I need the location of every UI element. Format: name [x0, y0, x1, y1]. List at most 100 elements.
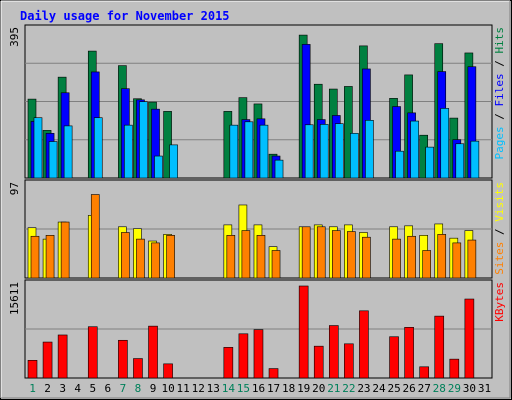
bar-pages-day-26	[410, 120, 419, 179]
x-tick-label-31: 31	[478, 382, 491, 395]
legend: KBytes	[493, 282, 506, 322]
panel-3: 15611 KBytes	[8, 279, 506, 379]
legend-item-files: Files	[493, 73, 506, 106]
bar-sites-day-27	[422, 250, 431, 279]
chart-title: Daily usage for November 2015	[20, 9, 230, 23]
bar-sites-day-28	[437, 234, 447, 279]
bar-kbytes-day-19	[298, 285, 309, 379]
y-max-label: 97	[8, 182, 21, 195]
bar-pages-day-8	[139, 101, 148, 179]
x-tick-label-16: 16	[252, 382, 265, 395]
x-tick-label-26: 26	[403, 382, 416, 395]
x-tick-label-24: 24	[372, 382, 386, 395]
bar-kbytes-day-16	[253, 329, 264, 379]
bar-sites-day-7	[121, 232, 130, 279]
bar-sites-day-2	[45, 235, 55, 279]
x-tick-label-4: 4	[74, 382, 81, 395]
x-tick-label-27: 27	[418, 382, 431, 395]
x-tick-label-18: 18	[282, 382, 295, 395]
bar-sites-day-10	[166, 235, 175, 279]
bar-sites-day-20	[316, 226, 326, 279]
bar-pages-day-22	[350, 133, 359, 179]
bar-kbytes-day-7	[118, 339, 128, 379]
chart-panels: 395 Pages / Files / Hits 97 Sites / Visits 1…	[8, 24, 506, 379]
bar-pages-day-20	[319, 124, 329, 179]
bar-pages-day-3	[63, 125, 73, 179]
bar-kbytes-day-15	[238, 333, 249, 379]
bar-pages-day-16	[259, 124, 269, 179]
bar-kbytes-day-25	[389, 336, 399, 379]
x-tick-label-11: 11	[177, 382, 190, 395]
bar-kbytes-day-3	[57, 334, 68, 379]
x-tick-label-14: 14	[222, 382, 236, 395]
bar-sites-day-9	[151, 242, 160, 279]
bar-kbytes-day-8	[133, 358, 143, 379]
legend: Sites / Visits	[493, 182, 506, 275]
bar-pages-day-10	[169, 144, 178, 179]
x-tick-label-19: 19	[297, 382, 310, 395]
bar-kbytes-day-23	[359, 310, 369, 379]
bar-kbytes-day-20	[313, 345, 324, 379]
bar-sites-day-26	[407, 235, 416, 279]
legend-item-visits: Visits	[493, 182, 506, 222]
bar-kbytes-day-30	[464, 298, 475, 379]
bar-sites-day-30	[467, 239, 477, 279]
x-tick-label-20: 20	[312, 382, 325, 395]
bar-sites-day-16	[256, 235, 266, 279]
bar-pages-day-17	[274, 159, 284, 179]
bar-kbytes-day-27	[419, 366, 429, 379]
legend-item-hits: Hits	[493, 27, 506, 54]
bar-kbytes-day-10	[163, 363, 173, 379]
bar-hits-day-22	[344, 86, 353, 179]
bar-kbytes-day-1	[27, 360, 38, 379]
x-tick-label-2: 2	[44, 382, 51, 395]
bar-kbytes-day-21	[328, 325, 339, 379]
bar-pages-day-9	[154, 155, 163, 179]
bar-sites-day-17	[271, 250, 281, 279]
legend-item-pages: Pages	[493, 126, 506, 159]
panel-2: 97 Sites / Visits	[8, 179, 506, 279]
x-tick-label-28: 28	[433, 382, 446, 395]
bar-kbytes-day-17	[268, 368, 279, 379]
bar-pages-day-29	[455, 143, 465, 179]
bar-sites-day-19	[301, 226, 311, 279]
bar-sites-day-21	[331, 230, 341, 279]
bar-sites-day-29	[452, 242, 462, 279]
bar-sites-day-14	[226, 235, 236, 279]
x-tick-label-25: 25	[387, 382, 400, 395]
panel-1: 395 Pages / Files / Hits	[8, 24, 506, 179]
x-tick-label-23: 23	[357, 382, 370, 395]
x-tick-label-15: 15	[237, 382, 250, 395]
bar-pages-day-14	[229, 124, 239, 179]
legend-separator: /	[493, 222, 506, 242]
bar-pages-day-27	[425, 146, 434, 179]
bar-pages-day-15	[244, 121, 254, 179]
bar-pages-day-7	[124, 124, 133, 179]
x-tick-label-17: 17	[267, 382, 280, 395]
bar-kbytes-day-29	[449, 358, 460, 379]
bar-pages-day-28	[440, 108, 450, 179]
x-tick-label-5: 5	[89, 382, 96, 395]
x-tick-label-3: 3	[59, 382, 66, 395]
x-tick-label-8: 8	[135, 382, 142, 395]
legend-separator: /	[493, 107, 506, 127]
bar-pages-day-21	[334, 123, 344, 179]
bar-pages-day-23	[365, 120, 374, 179]
x-tick-label-9: 9	[150, 382, 157, 395]
x-axis: 1 2 3 4 5 6 7 8 9 10 11 12 13 14 15 16 17 18 19 20 21 22 23 24 2…	[29, 382, 491, 395]
bar-sites-day-8	[136, 238, 145, 279]
legend-item-kbytes: KBytes	[493, 282, 506, 322]
bar-pages-day-5	[93, 117, 103, 179]
bar-pages-day-2	[48, 141, 58, 179]
bar-kbytes-day-26	[404, 327, 414, 379]
legend-separator: /	[493, 54, 506, 74]
x-tick-label-30: 30	[463, 382, 476, 395]
x-tick-label-22: 22	[342, 382, 355, 395]
bar-pages-day-1	[33, 117, 43, 179]
bar-kbytes-day-22	[344, 343, 354, 379]
bar-sites-day-5	[90, 194, 100, 279]
bar-sites-day-15	[241, 230, 251, 279]
bar-kbytes-day-9	[148, 325, 158, 379]
bar-pages-day-30	[470, 140, 480, 179]
